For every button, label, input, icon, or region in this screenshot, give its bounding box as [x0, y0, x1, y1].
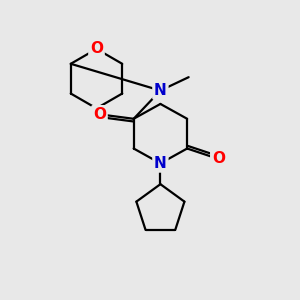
Text: O: O: [93, 107, 106, 122]
Text: N: N: [154, 156, 167, 171]
Text: O: O: [90, 41, 103, 56]
Text: N: N: [154, 83, 167, 98]
Text: O: O: [212, 152, 225, 166]
